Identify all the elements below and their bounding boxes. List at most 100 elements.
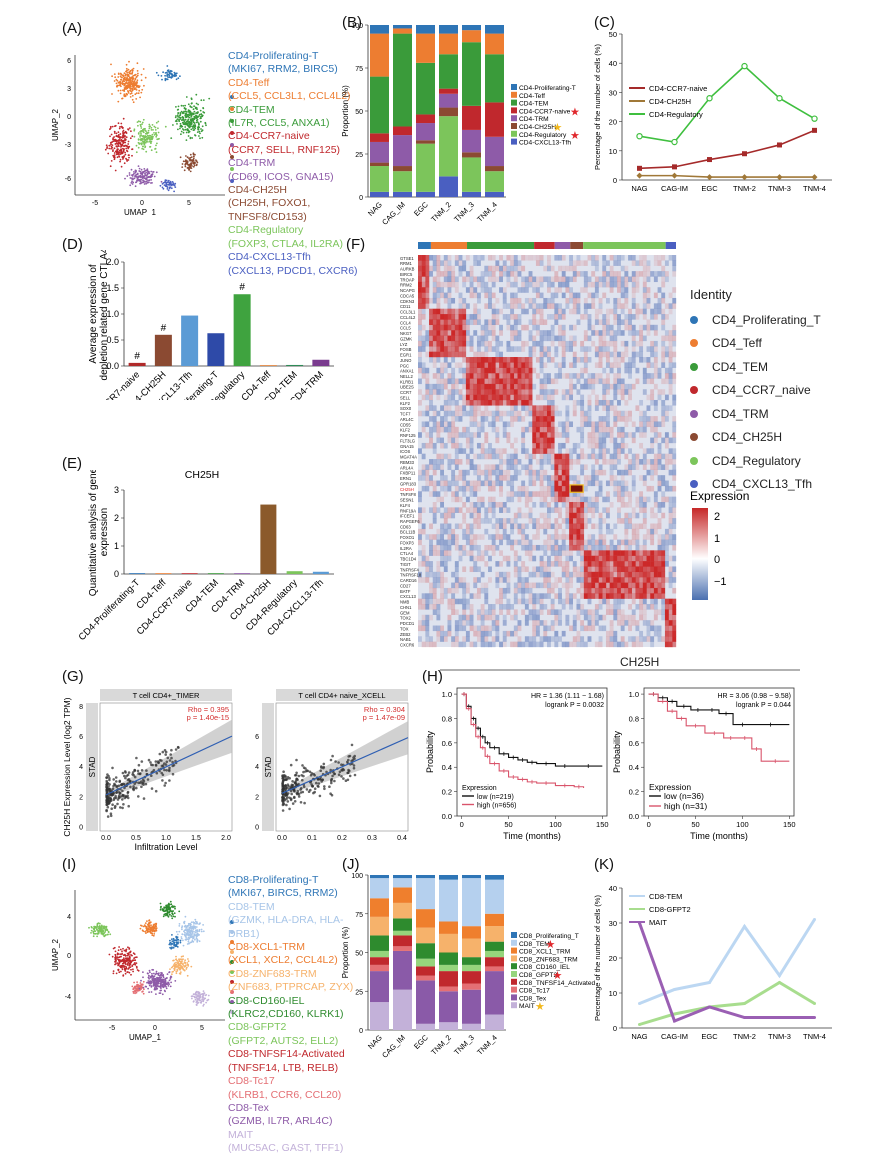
umap-point (194, 111, 196, 113)
heatmap-cell (632, 481, 636, 487)
heatmap-cell (462, 470, 466, 476)
heatmap-cell (499, 357, 503, 363)
heatmap-cell (565, 620, 569, 626)
heatmap-cell (532, 609, 536, 615)
heatmap-cell (481, 470, 485, 476)
heatmap-cell (621, 389, 625, 395)
heatmap-cell (628, 459, 632, 465)
heatmap-cell (665, 395, 669, 401)
heatmap-cell (510, 443, 514, 449)
umap-point (168, 180, 170, 182)
heatmap-cell (481, 282, 485, 288)
heatmap-cell (617, 432, 621, 438)
heatmap-cell (481, 518, 485, 524)
heatmap-cell (418, 346, 422, 352)
umap-point (155, 148, 157, 150)
umap-point (148, 126, 150, 128)
identity-label: CD4_Teff (712, 336, 762, 350)
heatmap-cell (514, 255, 518, 261)
heatmap-cell (610, 400, 614, 406)
heatmap-cell (647, 319, 651, 325)
legend-label: CD4-CCR7-naive (649, 84, 707, 93)
heatmap-cell (602, 588, 606, 594)
heatmap-cell (606, 276, 610, 282)
heatmap-cell (503, 556, 507, 562)
heatmap-cell (425, 293, 429, 299)
umap-point (133, 101, 135, 103)
heatmap-cell (436, 529, 440, 535)
heatmap-cell (573, 405, 577, 411)
heatmap-cell (462, 615, 466, 621)
heatmap-cell (532, 443, 536, 449)
umap-point (171, 77, 173, 79)
umap-point (143, 168, 145, 170)
bar-segment (416, 34, 435, 63)
heatmap-cell (444, 631, 448, 637)
heatmap-cell (554, 642, 558, 648)
heatmap-cell (525, 636, 529, 642)
heatmap-cell (422, 550, 426, 556)
umap-point (179, 114, 181, 116)
gene-label: NKG7 (400, 331, 412, 336)
heatmap-cell (473, 502, 477, 508)
heatmap-cell (477, 276, 481, 282)
heatmap-cell (547, 373, 551, 379)
heatmap-cell (628, 357, 632, 363)
gene-label: RRM1 (400, 261, 413, 266)
umap-point (160, 185, 162, 187)
heatmap-cell (473, 357, 477, 363)
heatmap-cell (621, 620, 625, 626)
heatmap-cell (588, 454, 592, 460)
umap-point (196, 120, 198, 122)
identity-label: CD4_TEM (712, 360, 768, 374)
heatmap-cell (551, 599, 555, 605)
heatmap-cell (569, 642, 573, 648)
gene-label: BATF (400, 589, 411, 594)
heatmap-cell (536, 470, 540, 476)
heatmap-cell (422, 411, 426, 417)
heatmap-cell (606, 282, 610, 288)
heatmap-cell (536, 341, 540, 347)
heatmap-cell (440, 319, 444, 325)
heatmap-cell (540, 481, 544, 487)
heatmap-cell (554, 583, 558, 589)
heatmap-cell (543, 604, 547, 610)
heatmap-cell (422, 255, 426, 261)
umap-point (148, 124, 150, 126)
umap-point (149, 139, 151, 141)
heatmap-cell (591, 438, 595, 444)
heatmap-cell (665, 545, 669, 551)
heatmap-cell (665, 411, 669, 417)
heatmap-cell (447, 545, 451, 551)
heatmap-cell (595, 395, 599, 401)
heatmap-cell (580, 427, 584, 433)
heatmap-cell (569, 325, 573, 331)
heatmap-cell (506, 325, 510, 331)
umap-point (175, 115, 177, 117)
heatmap-cell (562, 346, 566, 352)
heatmap-cell (506, 384, 510, 390)
heatmap-cell (639, 271, 643, 277)
heatmap-cell (554, 491, 558, 497)
heatmap-cell (540, 523, 544, 529)
heatmap-cell (558, 636, 562, 642)
heatmap-cell (459, 395, 463, 401)
heatmap-cell (529, 427, 533, 433)
heatmap-cell (514, 325, 518, 331)
heatmap-cell (624, 443, 628, 449)
heatmap-cell (473, 389, 477, 395)
heatmap-cell (643, 271, 647, 277)
umap-point (141, 123, 143, 125)
umap-point (176, 78, 178, 80)
heatmap-cell (484, 550, 488, 556)
heatmap-cell (617, 314, 621, 320)
heatmap-cell (529, 593, 533, 599)
heatmap-cell (602, 459, 606, 465)
heatmap-cell (576, 513, 580, 519)
heatmap-cell (599, 604, 603, 610)
heatmap-cell (536, 448, 540, 454)
heatmap-cell (654, 368, 658, 374)
heatmap-cell (621, 427, 625, 433)
umap-point (135, 172, 137, 174)
heatmap-cell (488, 255, 492, 261)
